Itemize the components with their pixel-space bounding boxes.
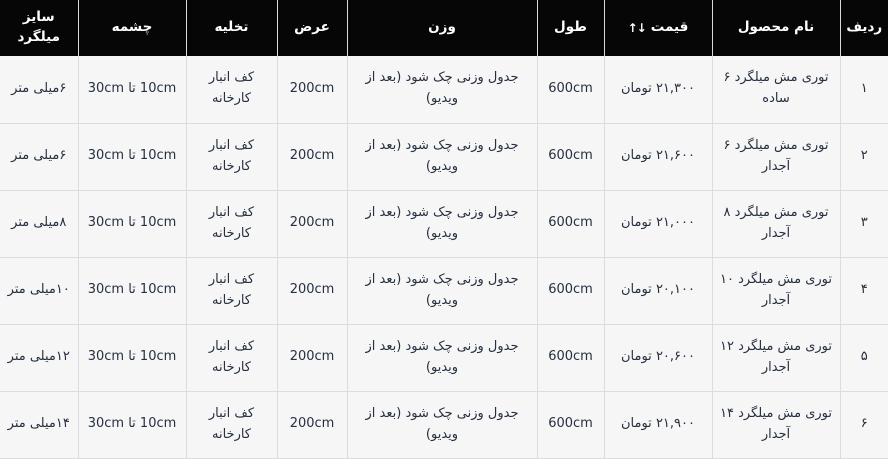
cell-unloading: کف انبار کارخانه — [185, 56, 277, 124]
table-body: ۱ توری مش میلگرد ۶ ساده ۲۱,۳۰۰ تومان 600… — [0, 56, 888, 459]
cell-rebar-size: ۶میلی متر — [0, 56, 78, 124]
cell-unloading: کف انبار کارخانه — [185, 391, 277, 459]
cell-weight: جدول وزنی چک شود (بعد از ویدیو) — [346, 324, 537, 392]
cell-width: 200cm — [276, 324, 347, 392]
cell-weight: جدول وزنی چک شود (بعد از ویدیو) — [346, 123, 537, 191]
column-header-rebar-size-label: سایز میلگرد — [17, 8, 61, 45]
cell-price: ۲۱,۶۰۰ تومان — [603, 123, 712, 191]
cell-radif: ۱ — [839, 56, 888, 124]
cell-product-name[interactable]: توری مش میلگرد ۱۰ آجدار — [711, 257, 840, 325]
cell-product-name[interactable]: توری مش میلگرد ۶ ساده — [711, 56, 840, 124]
cell-width: 200cm — [276, 391, 347, 459]
cell-radif: ۲ — [839, 123, 888, 191]
cell-rebar-size: ۸میلی متر — [0, 190, 78, 258]
column-header-rebar-size[interactable]: سایز میلگرد — [0, 0, 78, 56]
cell-radif: ۵ — [839, 324, 888, 392]
column-header-price[interactable]: قیمت↑↓ — [603, 0, 712, 56]
cell-price: ۲۰,۶۰۰ تومان — [603, 324, 712, 392]
cell-weight: جدول وزنی چک شود (بعد از ویدیو) — [346, 56, 537, 124]
cell-length: 600cm — [536, 190, 604, 258]
cell-length: 600cm — [536, 257, 604, 325]
table-row[interactable]: ۲ توری مش میلگرد ۶ آجدار ۲۱,۶۰۰ تومان 60… — [0, 123, 888, 191]
cell-weight: جدول وزنی چک شود (بعد از ویدیو) — [346, 257, 537, 325]
cell-mesh: 10cm تا 30cm — [77, 123, 186, 191]
cell-mesh: 10cm تا 30cm — [77, 391, 186, 459]
column-header-product-name[interactable]: نام محصول — [711, 0, 840, 56]
cell-radif: ۴ — [839, 257, 888, 325]
table-row[interactable]: ۴ توری مش میلگرد ۱۰ آجدار ۲۰,۱۰۰ تومان 6… — [0, 257, 888, 325]
cell-unloading: کف انبار کارخانه — [185, 190, 277, 258]
cell-mesh: 10cm تا 30cm — [77, 190, 186, 258]
table-row[interactable]: ۶ توری مش میلگرد ۱۴ آجدار ۲۱,۹۰۰ تومان 6… — [0, 391, 888, 459]
cell-width: 200cm — [276, 56, 347, 124]
cell-rebar-size: ۱۲میلی متر — [0, 324, 78, 392]
cell-price: ۲۱,۳۰۰ تومان — [603, 56, 712, 124]
cell-product-name[interactable]: توری مش میلگرد ۶ آجدار — [711, 123, 840, 191]
cell-length: 600cm — [536, 56, 604, 124]
cell-width: 200cm — [276, 123, 347, 191]
cell-rebar-size: ۱۴میلی متر — [0, 391, 78, 459]
column-header-mesh-label: چشمه — [111, 18, 153, 35]
cell-rebar-size: ۱۰میلی متر — [0, 257, 78, 325]
column-header-length[interactable]: طول — [536, 0, 604, 56]
cell-mesh: 10cm تا 30cm — [77, 56, 186, 124]
table-row[interactable]: ۳ توری مش میلگرد ۸ آجدار ۲۱,۰۰۰ تومان 60… — [0, 190, 888, 258]
cell-product-name[interactable]: توری مش میلگرد ۱۲ آجدار — [711, 324, 840, 392]
column-header-weight-label: وزن — [428, 18, 456, 35]
column-header-price-label: قیمت — [650, 18, 689, 35]
sort-arrows-icon[interactable]: ↑↓ — [627, 20, 647, 35]
cell-product-name[interactable]: توری مش میلگرد ۱۴ آجدار — [711, 391, 840, 459]
column-header-length-label: طول — [554, 18, 587, 35]
column-header-radif[interactable]: ردیف — [839, 0, 888, 56]
cell-radif: ۶ — [839, 391, 888, 459]
cell-width: 200cm — [276, 190, 347, 258]
column-header-radif-label: ردیف — [846, 18, 883, 35]
cell-radif: ۳ — [839, 190, 888, 258]
cell-unloading: کف انبار کارخانه — [185, 123, 277, 191]
cell-length: 600cm — [536, 391, 604, 459]
cell-mesh: 10cm تا 30cm — [77, 324, 186, 392]
cell-price: ۲۰,۱۰۰ تومان — [603, 257, 712, 325]
cell-price: ۲۱,۹۰۰ تومان — [603, 391, 712, 459]
table-header-row: ردیف نام محصول قیمت↑↓ طول وزن عرض — [0, 0, 888, 56]
table-row[interactable]: ۵ توری مش میلگرد ۱۲ آجدار ۲۰,۶۰۰ تومان 6… — [0, 324, 888, 392]
cell-length: 600cm — [536, 324, 604, 392]
table-row[interactable]: ۱ توری مش میلگرد ۶ ساده ۲۱,۳۰۰ تومان 600… — [0, 56, 888, 124]
cell-weight: جدول وزنی چک شود (بعد از ویدیو) — [346, 391, 537, 459]
cell-price: ۲۱,۰۰۰ تومان — [603, 190, 712, 258]
cell-unloading: کف انبار کارخانه — [185, 257, 277, 325]
column-header-mesh[interactable]: چشمه — [77, 0, 186, 56]
column-header-width[interactable]: عرض — [276, 0, 347, 56]
cell-width: 200cm — [276, 257, 347, 325]
cell-mesh: 10cm تا 30cm — [77, 257, 186, 325]
column-header-width-label: عرض — [294, 18, 330, 35]
cell-product-name[interactable]: توری مش میلگرد ۸ آجدار — [711, 190, 840, 258]
cell-rebar-size: ۶میلی متر — [0, 123, 78, 191]
cell-length: 600cm — [536, 123, 604, 191]
cell-unloading: کف انبار کارخانه — [185, 324, 277, 392]
cell-weight: جدول وزنی چک شود (بعد از ویدیو) — [346, 190, 537, 258]
column-header-weight[interactable]: وزن — [346, 0, 537, 56]
column-header-unloading-label: تخلیه — [214, 18, 249, 35]
column-header-unloading[interactable]: تخلیه — [185, 0, 277, 56]
table-header: ردیف نام محصول قیمت↑↓ طول وزن عرض — [0, 0, 888, 56]
column-header-product-name-label: نام محصول — [737, 18, 815, 35]
